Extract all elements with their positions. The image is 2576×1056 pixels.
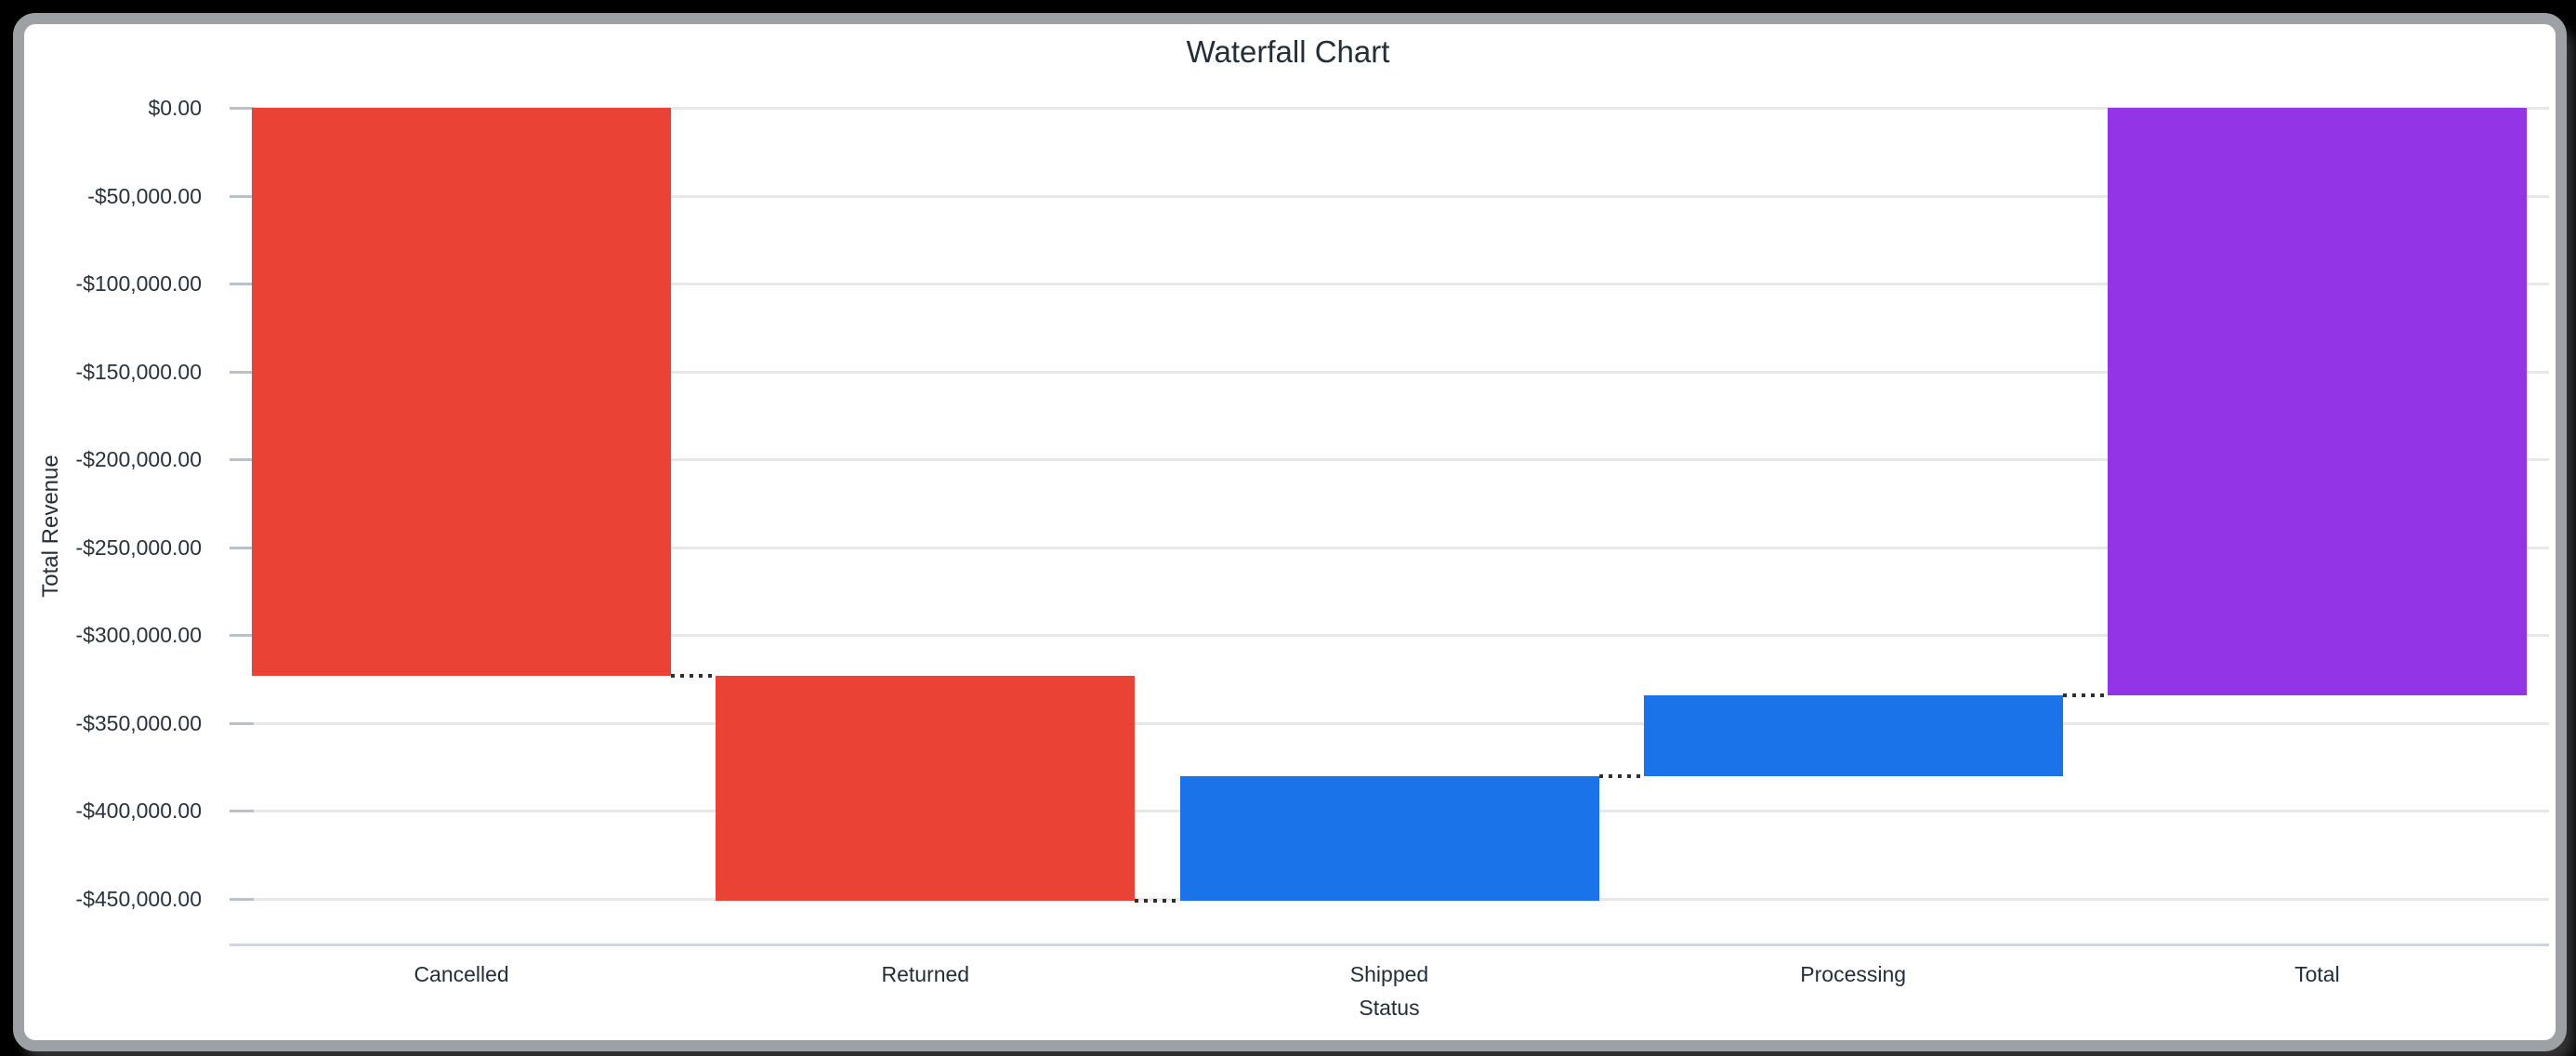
- y-tick-label: -$350,000.00: [75, 710, 202, 735]
- axis-tick-mark: [230, 458, 254, 462]
- x-axis-baseline: [230, 944, 2549, 946]
- gridline: [230, 107, 2549, 110]
- y-tick-label: -$200,000.00: [75, 447, 202, 472]
- gridline: [230, 194, 2549, 198]
- axis-tick-mark: [230, 546, 254, 549]
- waterfall-connector: [2062, 693, 2108, 697]
- y-tick-label-group: $0.00 -$50,000.00 -$100,000.00 -$150,000.00…: [0, 96, 202, 945]
- gridline: [230, 546, 2549, 549]
- bar-shipped[interactable]: [1179, 776, 1599, 902]
- bar-processing[interactable]: [1643, 694, 2063, 777]
- x-category-label-processing: Processing: [1800, 962, 1907, 986]
- plot-area: [230, 107, 2549, 946]
- gridline: [230, 721, 2549, 725]
- axis-tick-mark: [230, 283, 254, 286]
- chart-title: Waterfall Chart: [1186, 34, 1390, 69]
- y-tick-label: -$150,000.00: [75, 359, 202, 384]
- axis-tick-mark: [230, 194, 254, 198]
- bar-total[interactable]: [2107, 108, 2527, 695]
- x-category-label-returned: Returned: [881, 962, 970, 986]
- y-tick-label: -$250,000.00: [75, 535, 202, 560]
- y-tick-label: -$100,000.00: [75, 271, 202, 297]
- waterfall-connector: [1135, 899, 1180, 904]
- gridline: [230, 370, 2549, 374]
- axis-tick-mark: [230, 810, 254, 813]
- axis-tick-mark: [230, 370, 254, 374]
- gridline: [230, 458, 2549, 462]
- x-category-label-total: Total: [2294, 962, 2340, 986]
- y-tick-label: -$300,000.00: [75, 623, 202, 648]
- bar-returned[interactable]: [716, 676, 1136, 902]
- y-tick-label: -$400,000.00: [75, 799, 202, 824]
- axis-tick-mark: [230, 634, 254, 638]
- x-category-label-cancelled: Cancelled: [414, 962, 509, 986]
- axis-tick-mark: [230, 721, 254, 725]
- axis-tick-mark: [230, 107, 254, 110]
- y-tick-label: $0.00: [148, 96, 202, 120]
- gridline: [230, 283, 2549, 286]
- y-tick-label: -$450,000.00: [75, 886, 202, 911]
- x-category-label-shipped: Shipped: [1349, 962, 1429, 986]
- axis-tick-mark: [230, 897, 254, 901]
- waterfall-connector: [671, 674, 716, 679]
- waterfall-connector: [1598, 774, 1644, 779]
- x-axis-title: Status: [1359, 996, 1420, 1020]
- bar-cancelled[interactable]: [252, 108, 672, 677]
- gridline: [230, 634, 2549, 638]
- y-tick-label: -$50,000.00: [87, 183, 202, 208]
